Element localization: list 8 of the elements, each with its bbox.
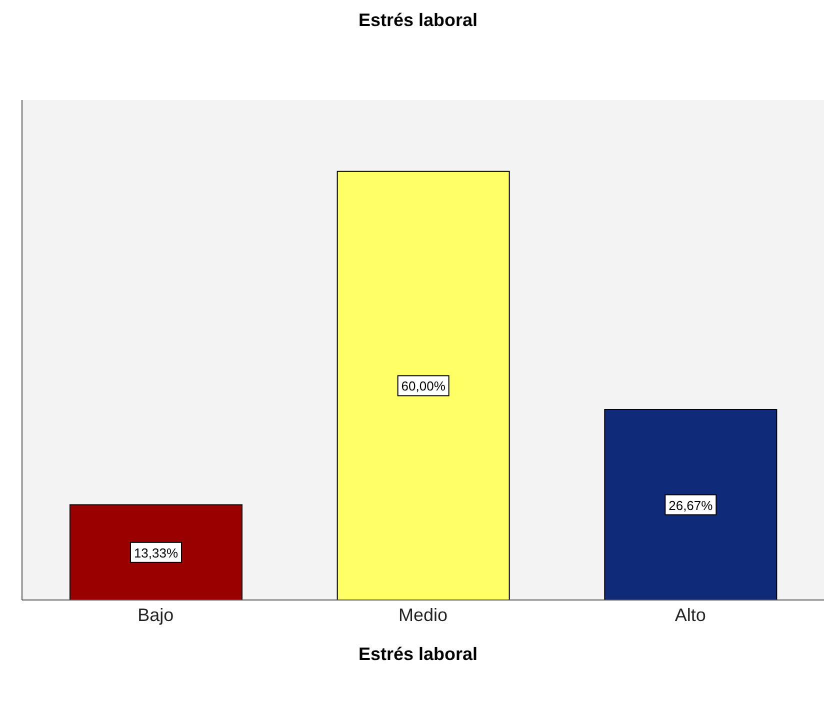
x-tick-label: Medio xyxy=(398,604,448,625)
x-tick-label: Bajo xyxy=(138,604,174,625)
x-tick-label: Alto xyxy=(674,604,706,625)
data-label: 13,33% xyxy=(134,545,178,560)
chart-title: Estrés laboral xyxy=(357,10,479,32)
data-label: 26,67% xyxy=(668,498,714,513)
data-label: 60,00% xyxy=(401,378,446,394)
x-axis-title: Estrés laboral xyxy=(357,644,479,665)
